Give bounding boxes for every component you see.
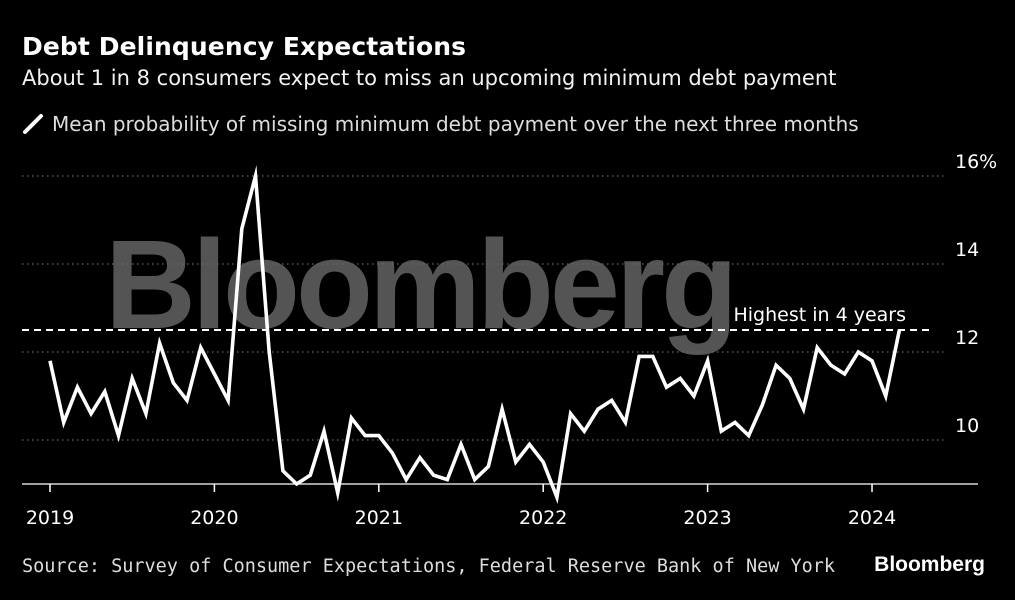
x-tick-label: 2021 — [355, 507, 403, 529]
x-tick-label: 2023 — [683, 507, 731, 529]
legend-label: Mean probability of missing minimum debt… — [52, 112, 859, 136]
legend-line-icon — [23, 114, 43, 134]
chart-subtitle: About 1 in 8 consumers expect to miss an… — [22, 66, 837, 90]
x-tick-label: 2019 — [26, 507, 74, 529]
x-tick-label: 2022 — [519, 507, 567, 529]
x-tick-label: 2024 — [848, 507, 896, 529]
bloomberg-logo: Bloomberg — [874, 553, 985, 576]
reference-line-label: Highest in 4 years — [733, 304, 906, 326]
y-tick-label: 16% — [955, 151, 997, 173]
y-tick-label: 10 — [955, 415, 979, 437]
x-tick-label: 2020 — [190, 507, 238, 529]
chart-title: Debt Delinquency Expectations — [22, 32, 467, 61]
legend: Mean probability of missing minimum debt… — [22, 111, 859, 137]
y-tick-label: 14 — [955, 239, 979, 261]
y-tick-label: 12 — [955, 327, 979, 349]
series-line-0 — [48, 165, 902, 504]
source-note: Source: Survey of Consumer Expectations,… — [22, 556, 836, 577]
